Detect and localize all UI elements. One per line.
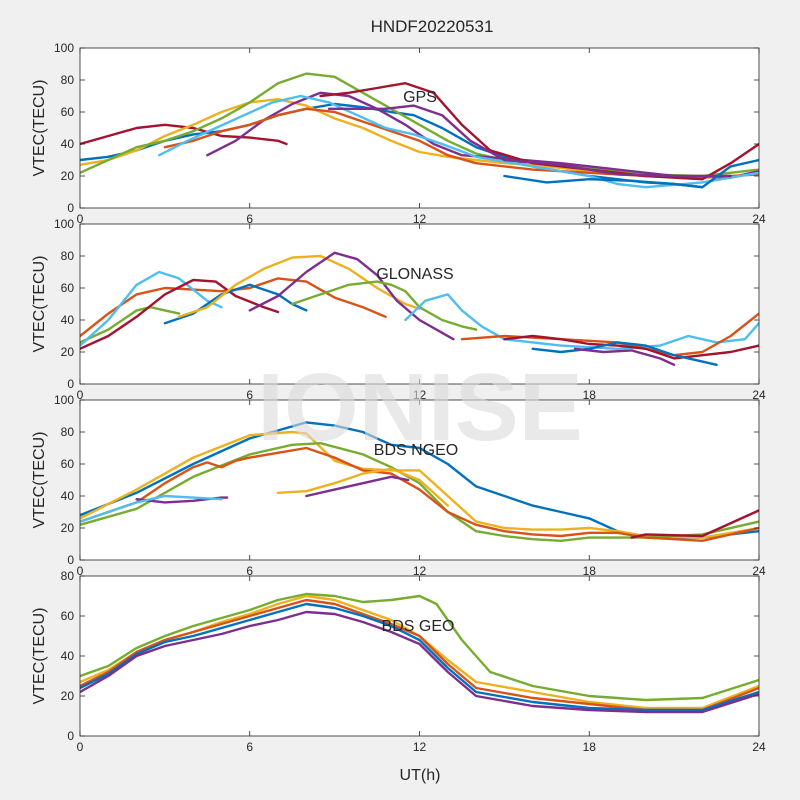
y-tick-label: 20 xyxy=(61,169,75,183)
y-tick-label: 20 xyxy=(61,689,75,703)
panel-label: BDS NGEO xyxy=(374,442,458,459)
series-line-9 xyxy=(630,509,759,539)
y-axis-label: VTEC(TECU) xyxy=(31,608,48,705)
y-tick-label: 60 xyxy=(61,105,75,119)
series-line-8 xyxy=(291,280,478,331)
y-tick-label: 100 xyxy=(54,217,74,231)
x-tick-label: 18 xyxy=(583,388,597,402)
y-tick-label: 100 xyxy=(54,393,74,407)
x-tick-label: 0 xyxy=(77,388,84,402)
x-tick-label: 0 xyxy=(77,740,84,754)
x-tick-label: 12 xyxy=(413,564,427,578)
y-axis-label: VTEC(TECU) xyxy=(31,80,48,177)
panel-label: GPS xyxy=(403,89,437,106)
y-tick-label: 0 xyxy=(67,729,74,743)
series-line-7 xyxy=(276,467,449,507)
y-tick-label: 40 xyxy=(61,649,75,663)
y-tick-label: 0 xyxy=(67,377,74,391)
x-tick-label: 6 xyxy=(246,212,253,226)
series-line-2 xyxy=(80,430,759,539)
y-tick-label: 40 xyxy=(61,137,75,151)
series-line-6 xyxy=(80,494,223,523)
series-lines xyxy=(80,421,759,542)
chart-panel-3: 0 6 12 18 24 0 20 40 60 80 100 VTEC(TECU) BDS NGEO xyxy=(31,393,766,578)
chart-panel-1: 0 6 12 18 24 0 20 40 60 80 100 VTEC(TECU) GPS xyxy=(31,41,766,226)
x-tick-label: 12 xyxy=(413,212,427,226)
series-line-1 xyxy=(80,123,288,146)
y-tick-label: 20 xyxy=(61,521,75,535)
y-tick-label: 100 xyxy=(54,41,74,55)
x-tick-label: 12 xyxy=(413,740,427,754)
series-line-7 xyxy=(248,251,455,341)
series-line-7 xyxy=(158,94,759,189)
x-tick-label: 6 xyxy=(246,564,253,578)
y-tick-label: 60 xyxy=(61,457,75,471)
y-tick-label: 0 xyxy=(67,201,74,215)
panel-label: BDS GEO xyxy=(382,618,455,635)
series-line-3 xyxy=(80,598,759,712)
series-lines xyxy=(80,72,759,189)
y-tick-label: 60 xyxy=(61,281,75,295)
y-tick-label: 40 xyxy=(61,313,75,327)
x-axis-label: UT(h) xyxy=(400,767,441,784)
series-line-9 xyxy=(327,104,732,178)
series-line-4 xyxy=(80,278,280,350)
x-tick-label: 24 xyxy=(752,740,766,754)
series-line-8 xyxy=(319,82,759,181)
y-axis-label: VTEC(TECU) xyxy=(31,432,48,529)
y-tick-label: 20 xyxy=(61,345,75,359)
chart-panel-2: 0 6 12 18 24 0 20 40 60 80 100 VTEC(TECU) GLONASS xyxy=(31,217,766,402)
x-tick-label: 24 xyxy=(752,564,766,578)
series-line-5 xyxy=(206,91,759,179)
y-axis-label: VTEC(TECU) xyxy=(31,256,48,353)
y-tick-label: 80 xyxy=(61,73,75,87)
series-line-10 xyxy=(503,158,759,189)
x-tick-label: 0 xyxy=(77,564,84,578)
y-tick-label: 40 xyxy=(61,489,75,503)
x-tick-label: 24 xyxy=(752,212,766,226)
series-line-11 xyxy=(503,334,759,360)
figure-title: HNDF20220531 xyxy=(371,17,494,36)
series-line-1 xyxy=(80,592,759,702)
x-tick-label: 18 xyxy=(583,564,597,578)
series-lines xyxy=(80,251,759,366)
x-tick-label: 12 xyxy=(413,388,427,402)
series-line-5 xyxy=(80,610,759,714)
x-tick-label: 6 xyxy=(246,740,253,754)
series-line-1 xyxy=(80,306,181,344)
series-line-13 xyxy=(573,347,676,366)
series-line-4 xyxy=(80,602,759,712)
x-tick-label: 6 xyxy=(246,388,253,402)
x-tick-label: 24 xyxy=(752,388,766,402)
series-line-3 xyxy=(80,270,223,347)
x-tick-label: 0 xyxy=(77,212,84,226)
y-tick-label: 80 xyxy=(61,249,75,263)
series-line-12 xyxy=(531,341,718,366)
series-lines xyxy=(80,592,759,714)
y-tick-label: 80 xyxy=(61,425,75,439)
x-tick-label: 18 xyxy=(583,212,597,226)
chart-panel-4: 0 6 12 18 24 0 20 40 60 80 VTEC(TECU) BDS GEO xyxy=(31,569,766,754)
series-line-9 xyxy=(404,293,759,350)
y-tick-label: 60 xyxy=(61,609,75,623)
y-tick-label: 80 xyxy=(61,569,75,583)
series-line-3 xyxy=(80,442,759,542)
plot-area xyxy=(80,224,759,384)
series-line-5 xyxy=(135,496,229,504)
y-tick-label: 0 xyxy=(67,553,74,567)
watermark-text: IONISE xyxy=(257,354,582,461)
panel-label: GLONASS xyxy=(376,266,453,283)
series-line-8 xyxy=(305,475,410,498)
series-line-6 xyxy=(177,254,421,318)
x-tick-label: 18 xyxy=(583,740,597,754)
